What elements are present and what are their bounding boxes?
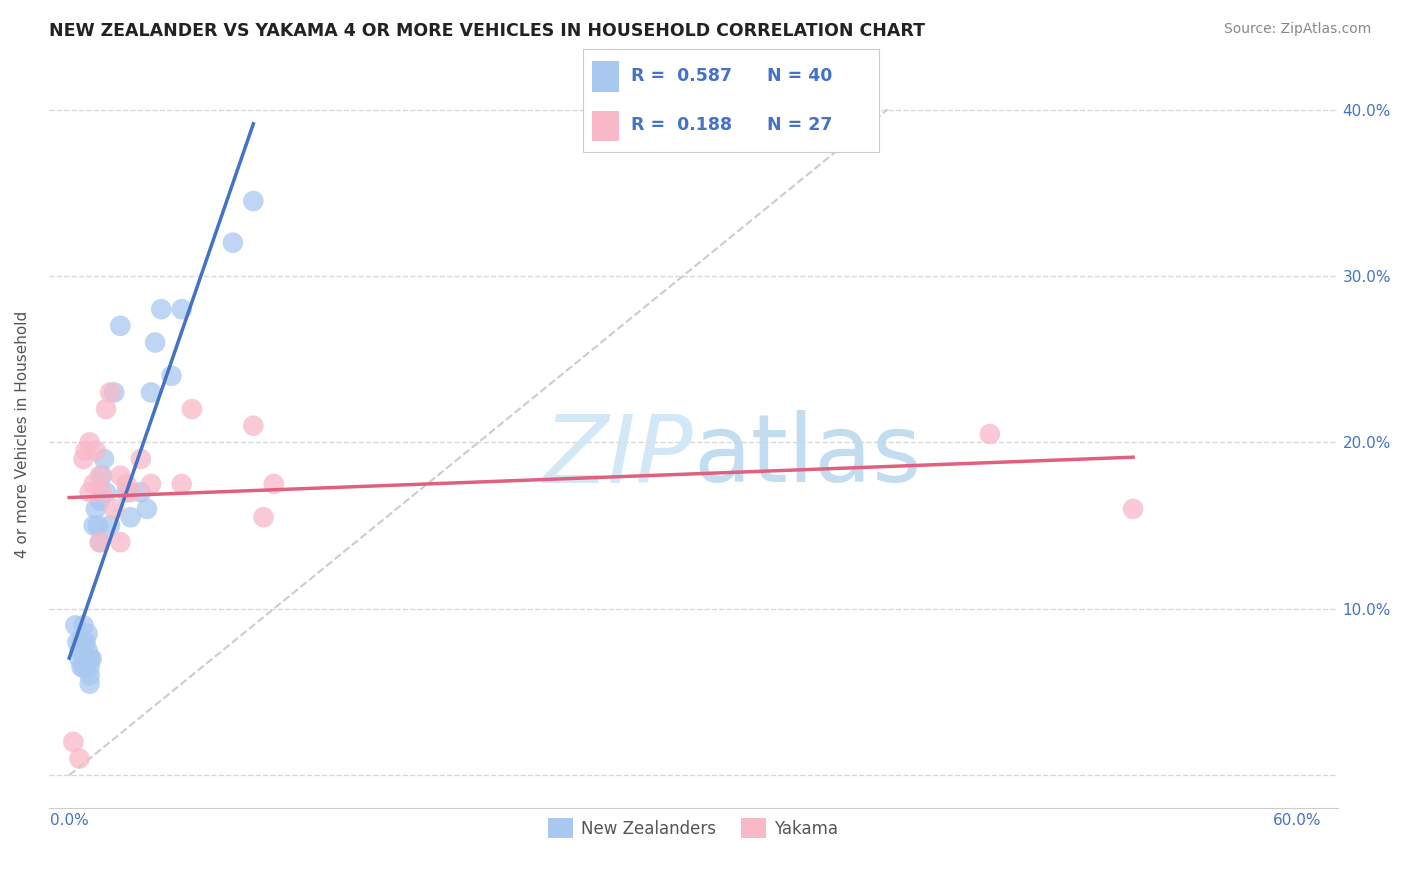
Point (110, 535, 132, 549)
Point (75, 443, 97, 458)
Point (136, 502, 159, 516)
Point (79, 668, 101, 682)
Point (72, 618, 94, 632)
Point (70, 635, 93, 649)
Point (84, 443, 107, 458)
Point (80, 651, 103, 665)
Point (79, 676, 101, 690)
Point (170, 477, 193, 491)
Point (222, 235, 245, 250)
Point (181, 402, 204, 417)
Point (67, 651, 90, 665)
Point (110, 468, 132, 483)
Point (87, 518, 110, 533)
Point (75, 635, 97, 649)
Point (83, 518, 105, 533)
Point (98, 385, 121, 400)
Point (76, 643, 98, 657)
Point (79, 435, 101, 450)
Legend: New Zealanders, Yakama: New Zealanders, Yakama (541, 812, 845, 845)
Point (103, 385, 125, 400)
Point (75, 660, 97, 674)
Point (65, 618, 87, 632)
Point (120, 485, 142, 500)
Point (89, 535, 111, 549)
Point (91, 468, 114, 483)
Point (94, 485, 117, 500)
Point (67, 751, 90, 765)
Text: NEW ZEALANDER VS YAKAMA 4 OR MORE VEHICLES IN HOUSEHOLD CORRELATION CHART: NEW ZEALANDER VS YAKAMA 4 OR MORE VEHICL… (49, 22, 925, 40)
Point (66, 635, 89, 649)
Point (93, 452, 115, 467)
Point (115, 485, 138, 500)
Point (98, 518, 121, 533)
Point (160, 368, 183, 383)
Point (1122, 502, 1144, 516)
Point (89, 535, 111, 549)
Point (91, 485, 114, 500)
Point (72, 660, 94, 674)
Point (79, 485, 101, 500)
Text: Source: ZipAtlas.com: Source: ZipAtlas.com (1223, 22, 1371, 37)
Y-axis label: 4 or more Vehicles in Household: 4 or more Vehicles in Household (15, 310, 30, 558)
Point (62, 735, 84, 749)
Text: N = 40: N = 40 (766, 67, 832, 86)
Point (252, 510, 274, 524)
Point (139, 477, 162, 491)
Point (242, 418, 264, 433)
Point (89, 468, 111, 483)
Point (150, 302, 173, 317)
Text: N = 27: N = 27 (766, 117, 832, 135)
Point (79, 651, 101, 665)
Bar (592, 111, 619, 141)
Point (83, 477, 105, 491)
Point (94, 402, 117, 417)
Point (979, 427, 1001, 442)
Point (129, 485, 152, 500)
Bar (592, 62, 619, 92)
Text: R =  0.587: R = 0.587 (631, 67, 731, 86)
Point (110, 318, 132, 333)
Point (79, 660, 101, 674)
Point (129, 452, 152, 467)
Point (139, 385, 162, 400)
Text: R =  0.188: R = 0.188 (631, 117, 733, 135)
Point (76, 626, 98, 640)
Point (115, 477, 138, 491)
Point (263, 477, 285, 491)
Text: ZIP: ZIP (544, 411, 693, 502)
Point (89, 493, 111, 508)
Point (103, 502, 125, 516)
Point (170, 302, 193, 317)
Point (72, 452, 94, 467)
Point (84, 502, 107, 516)
Point (79, 651, 101, 665)
Text: atlas: atlas (693, 410, 921, 502)
Point (120, 510, 142, 524)
Point (70, 660, 93, 674)
Point (143, 335, 166, 350)
Point (242, 194, 264, 208)
Point (67, 643, 90, 657)
